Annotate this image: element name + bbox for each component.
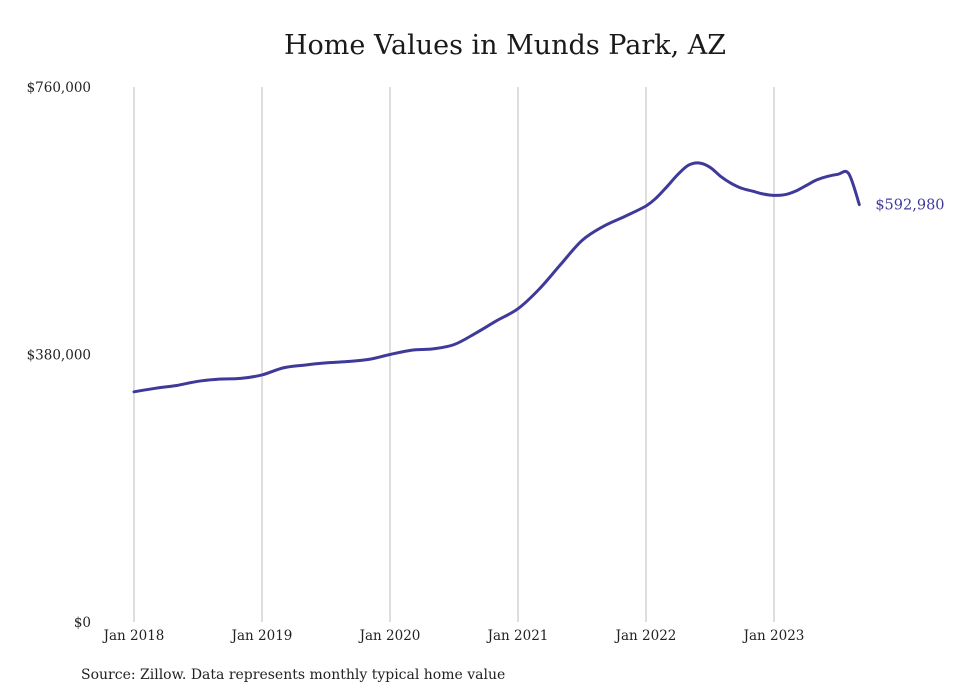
x-axis-ticks: Jan 2018 Jan 2019 Jan 2020 Jan 2021 Jan 2022… [102, 628, 805, 644]
x-tick-label: Jan 2020 [358, 628, 421, 644]
x-tick-label: Jan 2021 [486, 628, 549, 644]
chart-title: Home Values in Munds Park, AZ [283, 30, 727, 61]
x-tick-label: Jan 2018 [102, 628, 165, 644]
gridlines [133, 87, 775, 622]
y-tick-label: $760,000 [27, 80, 91, 96]
y-axis-ticks: $0 $380,000 $760,000 [27, 80, 91, 631]
source-note: Source: Zillow. Data represents monthly … [81, 667, 506, 683]
end-value-label: $592,980 [875, 198, 944, 214]
home-value-line [132, 161, 861, 394]
x-tick-label: Jan 2023 [742, 628, 805, 644]
y-tick-label: $0 [74, 615, 91, 631]
y-tick-label: $380,000 [27, 348, 91, 364]
x-tick-label: Jan 2019 [230, 628, 293, 644]
x-tick-label: Jan 2022 [614, 628, 677, 644]
